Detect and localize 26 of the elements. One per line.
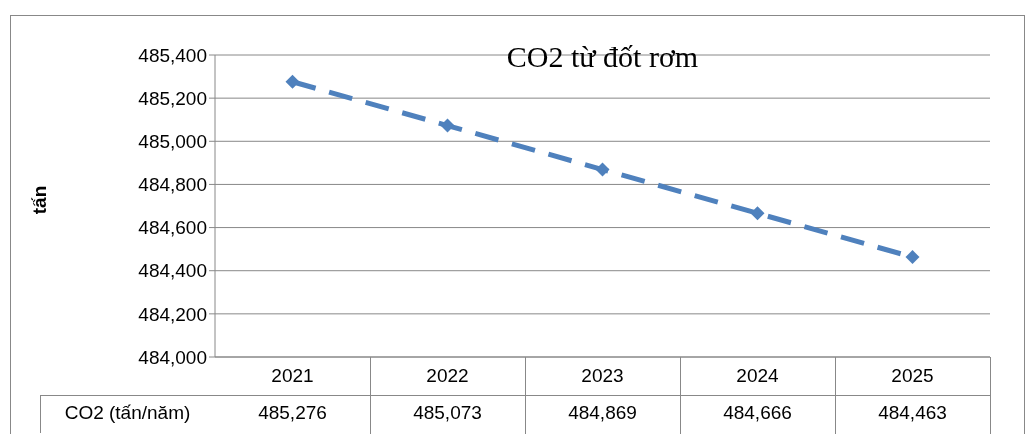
data-label: 485,276 bbox=[257, 402, 328, 424]
x-tick-label: 2023 bbox=[581, 365, 624, 387]
data-label: 484,463 bbox=[877, 402, 948, 424]
data-label: 484,869 bbox=[567, 402, 638, 424]
point bbox=[440, 118, 455, 133]
data-label: 485,073 bbox=[412, 402, 483, 424]
chart-title: CO2 từ đốt rơm bbox=[505, 40, 700, 74]
data-label: 484,666 bbox=[722, 402, 793, 424]
x-tick-label: 2024 bbox=[736, 365, 780, 387]
y-tick-label: 484,800 bbox=[138, 174, 207, 196]
point bbox=[750, 206, 765, 221]
y-tick-label: 484,000 bbox=[138, 346, 207, 368]
point bbox=[595, 162, 610, 177]
x-tick-label: 2025 bbox=[891, 365, 934, 387]
x-tick-label: 2022 bbox=[426, 365, 469, 387]
text: CO2 (tấn/năm) bbox=[63, 402, 192, 424]
y-tick-label: 485,400 bbox=[138, 44, 207, 66]
point bbox=[905, 250, 920, 265]
y-tick-label: 484,400 bbox=[138, 260, 207, 282]
y-tick-label: 484,600 bbox=[138, 217, 207, 239]
y-tick-label: 484,200 bbox=[138, 303, 207, 325]
y-axis-title: tấn bbox=[29, 185, 51, 215]
x-tick-label: 2021 bbox=[271, 365, 314, 387]
y-tick-label: 485,000 bbox=[138, 131, 207, 153]
point bbox=[285, 74, 300, 89]
y-tick-label: 485,200 bbox=[138, 87, 207, 109]
